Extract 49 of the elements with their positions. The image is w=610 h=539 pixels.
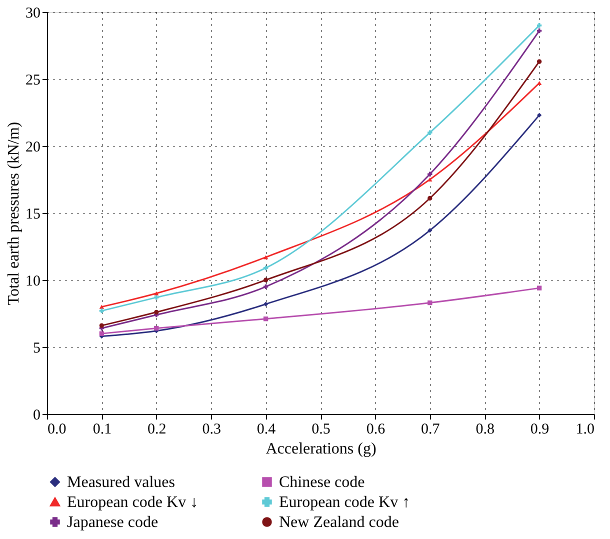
point xyxy=(154,291,159,296)
x-tick-label: 0.1 xyxy=(92,422,112,438)
point xyxy=(263,302,268,306)
y-tick-label: 30 xyxy=(26,6,40,22)
y-tick-label: 10 xyxy=(26,274,40,290)
legend-label: Chinese code xyxy=(279,474,365,491)
point xyxy=(154,310,159,314)
legend-label: European code Kv ↑ xyxy=(279,494,410,511)
point xyxy=(536,23,542,28)
x-axis-title: Accelerations (g) xyxy=(266,440,376,458)
point xyxy=(263,278,268,282)
point xyxy=(99,308,104,314)
y-tick-label: 15 xyxy=(26,206,40,222)
point xyxy=(428,172,432,176)
point xyxy=(428,196,432,201)
x-tick-label: 0.9 xyxy=(530,422,550,438)
x-tick-label: 0.7 xyxy=(421,422,440,438)
point xyxy=(99,323,104,328)
point xyxy=(536,286,542,290)
legend-label: Japanese code xyxy=(67,514,158,531)
x-tick-label: 1.0 xyxy=(576,422,594,438)
x-tick-label: 0.0 xyxy=(48,422,66,438)
point xyxy=(428,177,432,182)
y-tick-label: 5 xyxy=(33,340,40,356)
y-tick-label: 25 xyxy=(26,72,40,88)
point xyxy=(428,300,432,306)
x-tick-label: 0.5 xyxy=(312,422,330,438)
point xyxy=(263,255,268,260)
point xyxy=(428,130,432,135)
y-axis-title: Total earth pressures (kN/m) xyxy=(6,122,22,306)
point xyxy=(536,59,542,64)
point xyxy=(154,326,159,331)
x-tick-label: 0.4 xyxy=(256,422,276,438)
point xyxy=(428,228,432,233)
x-tick-label: 0.6 xyxy=(366,422,386,438)
legend-label: New Zealand code xyxy=(279,514,399,531)
point xyxy=(154,295,159,300)
y-tick-label: 0 xyxy=(33,408,40,424)
point xyxy=(99,331,104,336)
point xyxy=(263,316,268,322)
point xyxy=(99,304,104,309)
point xyxy=(263,266,268,270)
y-tick-label: 20 xyxy=(26,140,40,156)
x-tick-label: 0.3 xyxy=(202,422,221,438)
legend-label: Measured values xyxy=(67,474,175,491)
x-tick-label: 0.2 xyxy=(148,422,166,438)
point xyxy=(536,112,542,118)
x-tick-label: 0.8 xyxy=(476,422,494,438)
legend-label: European code Kv ↓ xyxy=(67,494,198,511)
